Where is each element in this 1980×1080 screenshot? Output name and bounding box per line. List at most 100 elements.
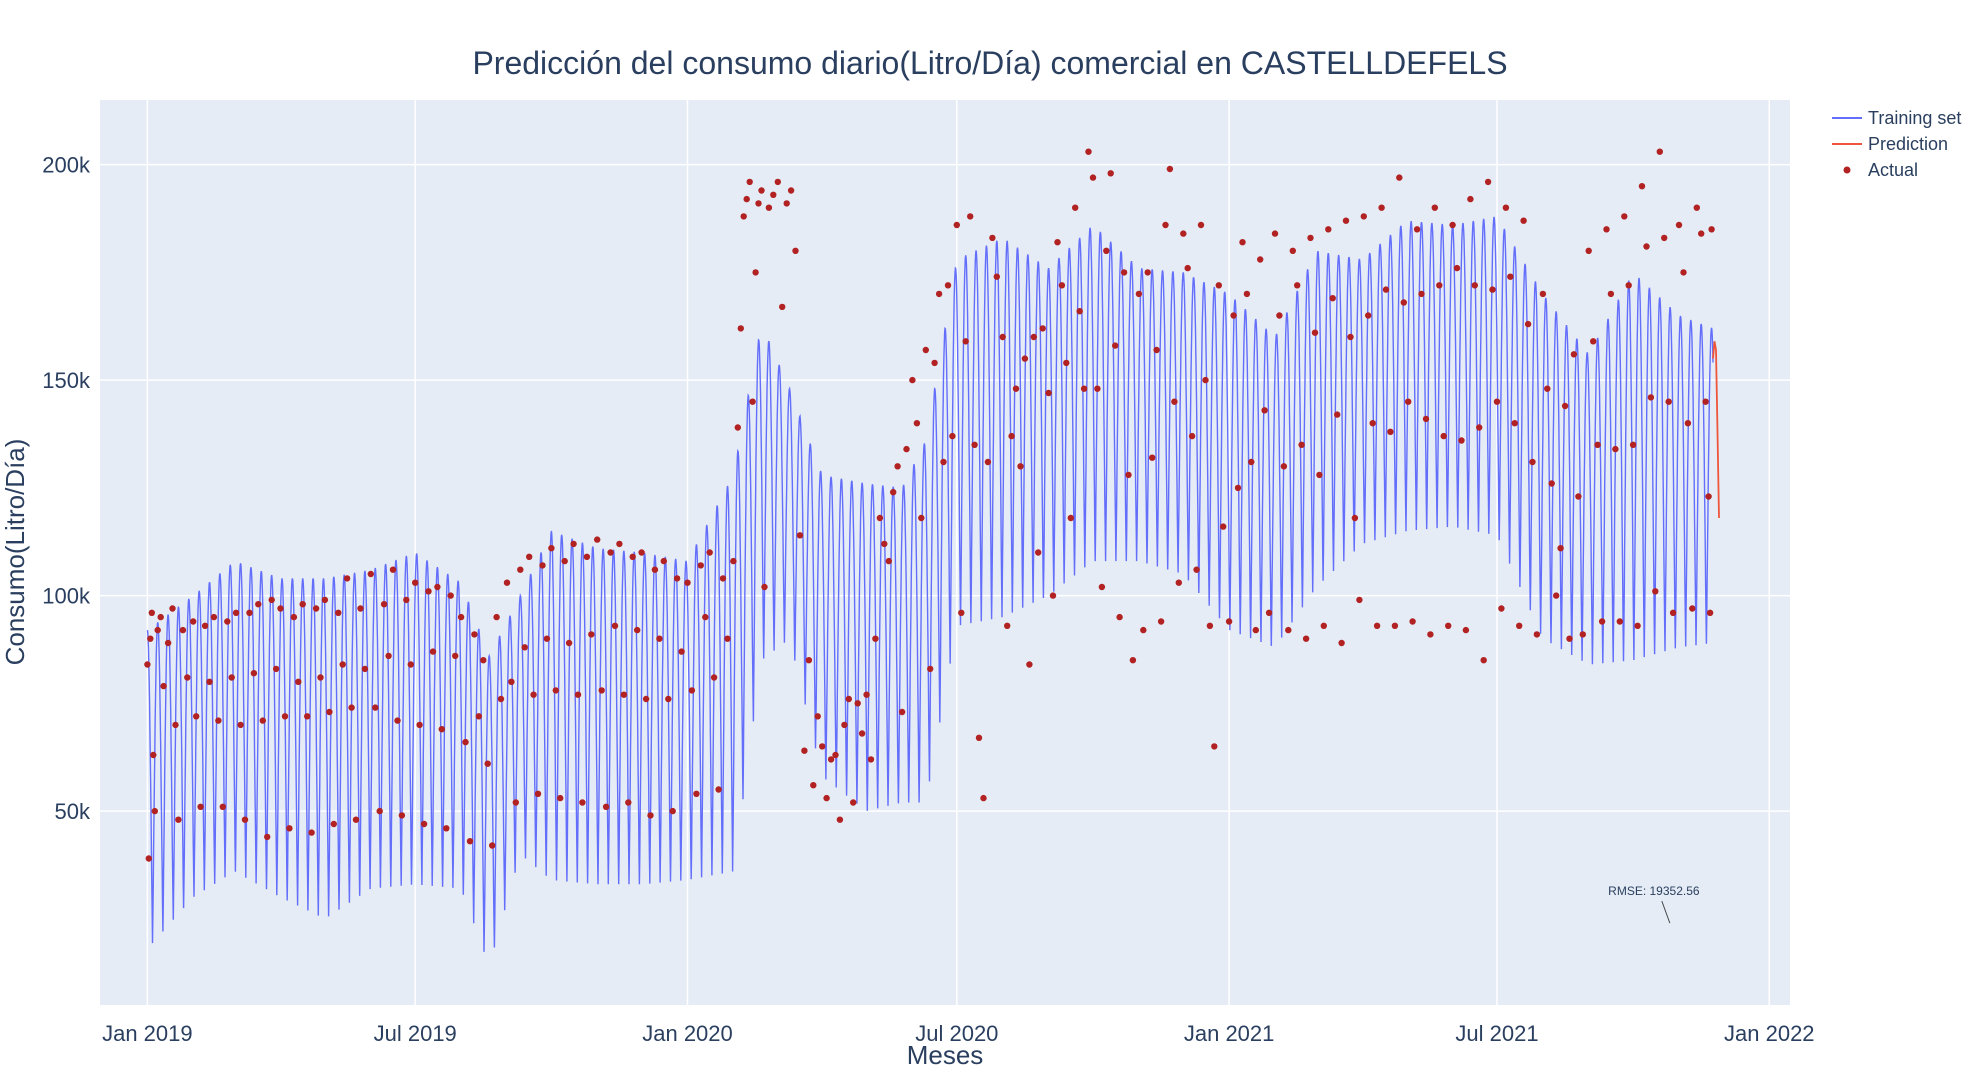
- actual-point: [810, 782, 817, 789]
- actual-point: [1008, 432, 1015, 440]
- actual-point: [1049, 592, 1057, 599]
- actual-point: [425, 588, 432, 595]
- actual-point: [935, 290, 943, 298]
- actual-point: [625, 799, 632, 806]
- actual-point: [1171, 398, 1178, 405]
- actual-point: [1265, 609, 1273, 616]
- actual-point: [335, 609, 342, 616]
- actual-point: [348, 704, 355, 711]
- actual-point: [678, 648, 685, 655]
- actual-point: [734, 424, 741, 431]
- actual-point: [1325, 226, 1332, 233]
- actual-point: [466, 838, 474, 845]
- actual-point: [1054, 239, 1061, 246]
- actual-point: [796, 532, 804, 539]
- legend-label: Training set: [1868, 108, 1961, 128]
- actual-point: [918, 514, 925, 522]
- actual-point: [931, 359, 938, 367]
- actual-point: [1098, 583, 1106, 591]
- actual-point: [157, 613, 164, 621]
- actual-point: [1575, 493, 1582, 500]
- prediction-series: [1712, 341, 1720, 519]
- actual-point: [277, 605, 284, 612]
- actual-point: [1422, 415, 1430, 423]
- actual-point: [367, 570, 374, 578]
- legend: Training set Prediction Actual: [1832, 108, 1961, 180]
- actual-point: [656, 635, 663, 642]
- actual-point: [169, 605, 176, 612]
- x-tick-label: Jul 2019: [374, 1021, 457, 1046]
- actual-point: [715, 786, 722, 793]
- actual-point: [1387, 428, 1394, 435]
- actual-point: [179, 626, 187, 634]
- actual-point: [1089, 174, 1097, 181]
- actual-point: [1116, 613, 1123, 621]
- actual-point: [1594, 441, 1601, 448]
- actual-point: [898, 708, 906, 716]
- actual-point: [1026, 661, 1033, 668]
- actual-point: [1356, 596, 1363, 604]
- x-axis: Jan 2019 Jul 2019 Jan 2020 Jul 2020 Jan 2021…: [102, 1021, 1814, 1046]
- actual-point: [944, 282, 952, 289]
- actual-point: [1012, 385, 1020, 392]
- actual-point: [1058, 282, 1066, 289]
- actual-point: [647, 812, 654, 819]
- actual-point: [259, 717, 266, 724]
- actual-point: [1520, 217, 1527, 224]
- actual-point: [962, 338, 969, 345]
- actual-series: [144, 148, 1715, 862]
- actual-point: [224, 618, 231, 625]
- actual-point: [1427, 631, 1434, 638]
- actual-point: [210, 613, 218, 621]
- actual-point: [438, 726, 445, 733]
- actual-point: [730, 557, 737, 565]
- actual-point: [989, 234, 996, 242]
- actual-point: [1030, 333, 1038, 341]
- actual-point: [1243, 290, 1251, 298]
- actual-point: [841, 721, 848, 729]
- actual-point: [1382, 286, 1390, 293]
- actual-point: [858, 730, 866, 737]
- actual-point: [1369, 420, 1376, 427]
- actual-point: [1045, 389, 1052, 397]
- actual-point: [836, 816, 844, 823]
- actual-point: [1467, 195, 1474, 203]
- actual-point: [339, 661, 346, 668]
- plot-background: [100, 100, 1790, 1005]
- actual-point: [693, 790, 700, 797]
- actual-point: [295, 678, 302, 685]
- actual-point: [407, 661, 414, 668]
- actual-point: [352, 816, 360, 823]
- actual-point: [489, 842, 496, 849]
- actual-point: [1661, 234, 1668, 242]
- actual-point: [1257, 256, 1264, 263]
- actual-point: [1598, 618, 1606, 625]
- actual-point: [1557, 545, 1564, 552]
- actual-point: [1373, 622, 1381, 629]
- actual-point: [854, 700, 861, 707]
- actual-point: [193, 713, 200, 720]
- actual-point: [552, 687, 559, 694]
- actual-point: [574, 691, 582, 698]
- actual-point: [765, 204, 773, 211]
- actual-point: [1378, 204, 1385, 211]
- actual-point: [148, 609, 155, 616]
- actual-point: [1220, 523, 1227, 530]
- actual-point: [1702, 398, 1709, 405]
- actual-point: [462, 738, 469, 746]
- actual-point: [1153, 346, 1160, 354]
- actual-point: [534, 790, 542, 797]
- actual-point: [398, 812, 406, 819]
- actual-point: [1271, 230, 1279, 237]
- actual-point: [1652, 588, 1659, 595]
- actual-point: [206, 678, 213, 685]
- actual-point: [530, 691, 537, 698]
- actual-point: [927, 665, 934, 673]
- actual-point: [308, 829, 315, 836]
- actual-point: [228, 674, 235, 681]
- actual-point: [761, 583, 768, 591]
- actual-point: [651, 566, 659, 573]
- actual-point: [175, 816, 182, 823]
- actual-point: [1239, 239, 1246, 246]
- actual-point: [1017, 463, 1024, 470]
